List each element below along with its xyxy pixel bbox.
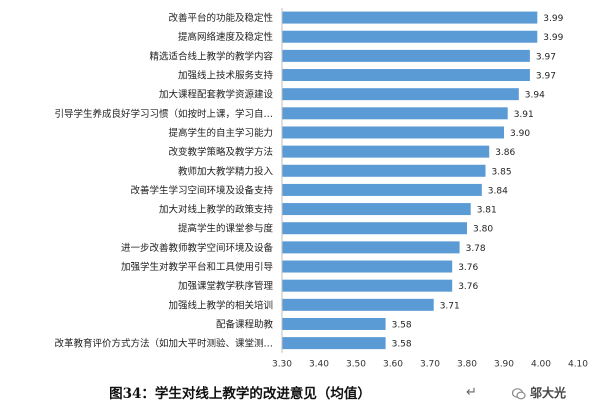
x-tick-label: 3.80 — [457, 360, 477, 370]
value-label: 3.81 — [477, 206, 497, 216]
bar — [282, 260, 453, 273]
category-label: 加强线上教学的相关培训 — [168, 299, 273, 311]
category-label: 改革教育评价方式方法（如加大平时测验、课堂测… — [54, 338, 273, 350]
bar — [282, 49, 530, 62]
return-mark-icon: ↵ — [466, 385, 477, 400]
value-label: 3.97 — [536, 72, 556, 82]
category-label: 改善平台的功能及稳定性 — [168, 12, 273, 24]
category-label: 改变教学策略及教学方法 — [168, 146, 273, 158]
caption-title: 图34：学生对线上教学的改进意见（均值） — [109, 386, 371, 402]
category-label: 精选适合线上教学的教学内容 — [149, 50, 273, 62]
category-label: 加强课堂教学秩序管理 — [178, 280, 274, 292]
bar — [282, 126, 504, 139]
value-label: 3.86 — [495, 148, 515, 158]
watermark: 邬大光 — [511, 384, 567, 401]
category-label: 改善学生学习空间环境及设备支持 — [130, 184, 273, 196]
value-label: 3.80 — [473, 225, 493, 235]
value-label: 3.84 — [488, 186, 508, 196]
category-label: 提高网络速度及稳定性 — [178, 31, 274, 43]
bar — [282, 183, 482, 196]
watermark-text: 邬大光 — [530, 386, 567, 400]
value-label: 3.76 — [458, 263, 478, 273]
x-tick-label: 3.50 — [346, 360, 366, 370]
category-label: 加强学生对教学平台和工具使用引导 — [121, 261, 273, 273]
value-label: 3.99 — [543, 33, 563, 43]
value-label: 3.58 — [392, 340, 412, 350]
bar — [282, 69, 530, 82]
bar — [282, 203, 471, 216]
category-labels: 改善平台的功能及稳定性提高网络速度及稳定性精选适合线上教学的教学内容加强线上技术… — [54, 12, 273, 350]
bar — [282, 241, 460, 254]
category-label: 引导学生养成良好学习习惯（如按时上课，学习自… — [54, 108, 273, 120]
value-label: 3.91 — [514, 110, 534, 120]
bar — [282, 279, 453, 292]
value-label: 3.85 — [492, 167, 512, 177]
value-label: 3.58 — [392, 320, 412, 330]
bar — [282, 317, 386, 330]
bar — [282, 11, 538, 24]
bar-chart: 改善平台的功能及稳定性提高网络速度及稳定性精选适合线上教学的教学内容加强线上技术… — [54, 8, 588, 370]
category-label: 提高学生的自主学习能力 — [168, 127, 273, 139]
value-label: 3.90 — [510, 129, 530, 139]
bar — [282, 164, 486, 177]
bar — [282, 107, 508, 120]
x-tick-label: 3.40 — [309, 360, 329, 370]
bar — [282, 30, 538, 43]
bar — [282, 298, 434, 311]
bars-group — [282, 11, 538, 350]
value-label: 3.97 — [536, 52, 556, 62]
category-label: 加强线上技术服务支持 — [178, 70, 274, 82]
value-label: 3.71 — [440, 301, 460, 311]
x-tick-label: 3.60 — [383, 360, 403, 370]
category-label: 加大对线上教学的政策支持 — [159, 204, 274, 216]
figure-caption: 图34：学生对线上教学的改进意见（均值） — [0, 382, 480, 402]
bar — [282, 145, 490, 158]
bar — [282, 337, 386, 350]
value-label: 3.94 — [525, 91, 545, 101]
category-label: 教师加大教学精力投入 — [178, 165, 274, 177]
category-label: 进一步改善教师教学空间环境及设备 — [121, 242, 274, 254]
value-label: 3.76 — [458, 282, 478, 292]
bar — [282, 222, 467, 235]
category-label: 配备课程助教 — [216, 318, 274, 330]
x-tick-label: 3.70 — [420, 360, 440, 370]
value-labels: 3.99 3.99 3.97 3.97 3.94 3.91 3.90 3.86 3.85 3.84… — [392, 14, 564, 350]
x-tick-label: 4.10 — [568, 360, 588, 370]
bar — [282, 88, 519, 101]
category-label: 加大课程配套教学资源建设 — [159, 89, 274, 101]
x-tick-label: 4.00 — [531, 360, 551, 370]
value-label: 3.99 — [543, 14, 563, 24]
x-tick-label: 3.90 — [494, 360, 514, 370]
category-label: 提高学生的课堂参与度 — [178, 223, 274, 235]
value-label: 3.78 — [466, 244, 486, 254]
x-tick-label: 3.30 — [272, 360, 292, 370]
wechat-icon — [511, 386, 526, 400]
x-axis-ticks: 3.30 3.40 3.50 3.60 3.70 3.80 3.90 4.00 4.10 — [272, 360, 588, 370]
